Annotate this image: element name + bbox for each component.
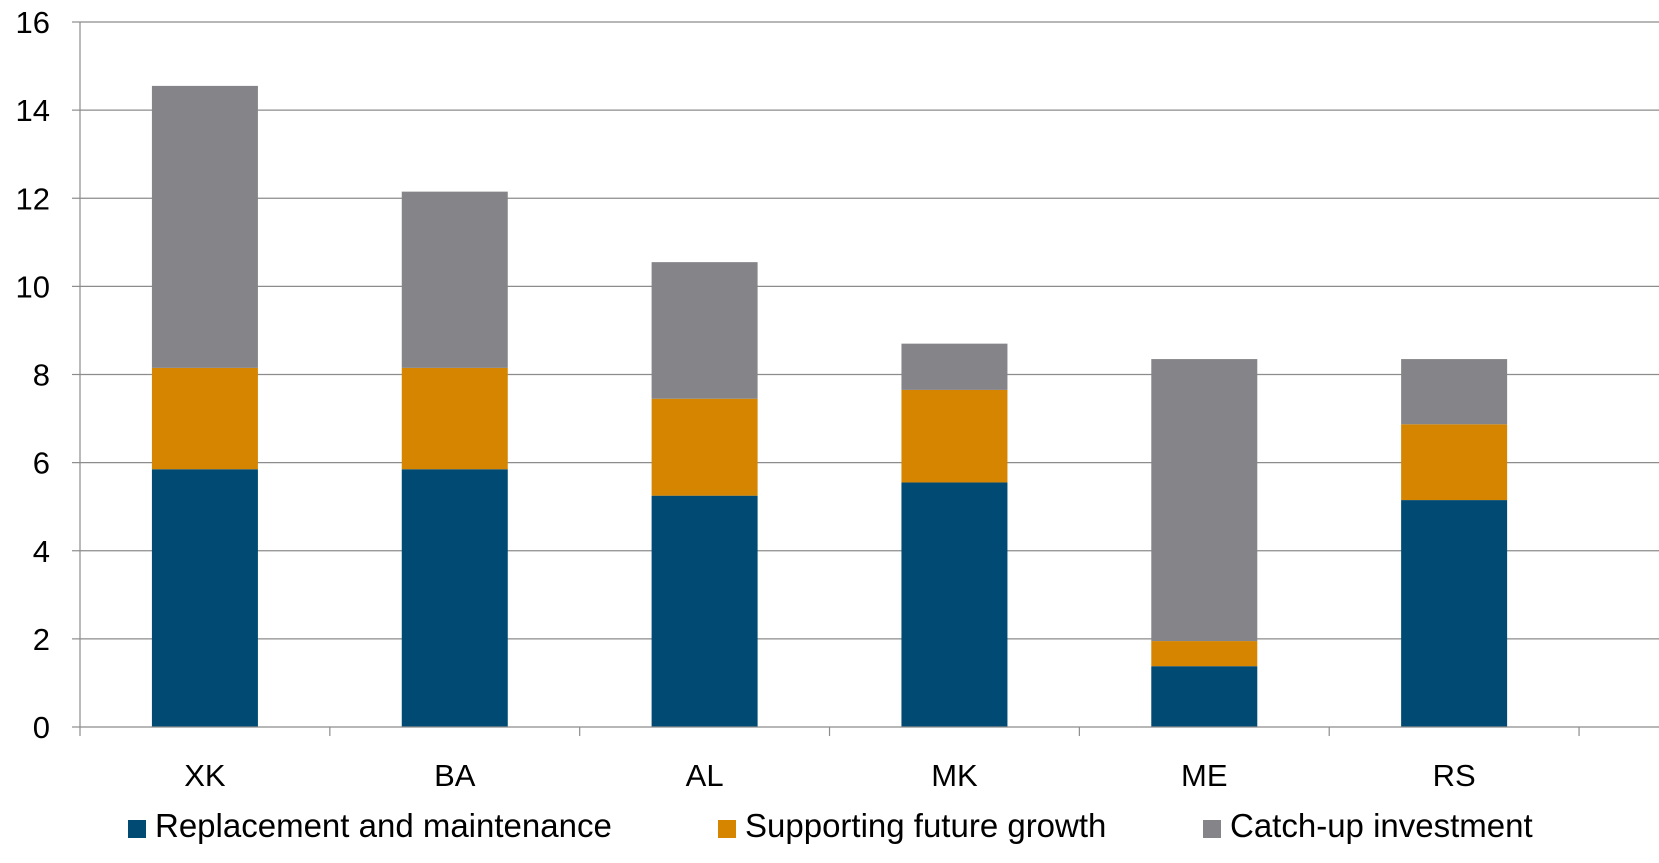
bar-mk-catch-up-investment	[901, 343, 1008, 390]
bar-al-supporting-future-growth	[651, 398, 758, 496]
bar-me-supporting-future-growth	[1151, 641, 1258, 667]
bar-xk-catch-up-investment	[151, 85, 258, 368]
y-tick-label: 2	[33, 622, 50, 657]
bar-rs-catch-up-investment	[1401, 359, 1508, 425]
bar-al-catch-up-investment	[651, 262, 758, 399]
bar-ba-supporting-future-growth	[401, 367, 508, 470]
bar-rs-supporting-future-growth	[1401, 424, 1508, 501]
y-tick-label: 10	[16, 269, 50, 304]
y-tick-label: 0	[33, 710, 50, 745]
bar-me-replacement-and-maintenance	[1151, 666, 1258, 727]
bar-xk-replacement-and-maintenance	[151, 469, 258, 727]
x-tick-label: XK	[184, 758, 226, 793]
legend-label: Supporting future growth	[745, 807, 1106, 844]
bar-ba-catch-up-investment	[401, 191, 508, 368]
y-tick-label: 4	[33, 534, 50, 569]
x-tick-label: MK	[931, 758, 978, 793]
x-tick-label: RS	[1433, 758, 1476, 793]
y-tick-label: 16	[16, 5, 50, 40]
bar-ba-replacement-and-maintenance	[401, 469, 508, 727]
legend-swatch	[128, 820, 146, 838]
x-tick-label: ME	[1181, 758, 1228, 793]
legend-swatch	[718, 820, 736, 838]
y-tick-label: 14	[16, 93, 50, 128]
gridlines	[80, 21, 1659, 640]
y-tick-label: 12	[16, 181, 50, 216]
legend-label: Catch-up investment	[1230, 807, 1533, 844]
legend-swatch	[1203, 820, 1221, 838]
bar-mk-supporting-future-growth	[901, 389, 1008, 483]
bar-al-replacement-and-maintenance	[651, 495, 758, 727]
bar-mk-replacement-and-maintenance	[901, 482, 1008, 727]
x-tick-label: AL	[686, 758, 724, 793]
x-tick-label: BA	[434, 758, 476, 793]
legend-label: Replacement and maintenance	[155, 807, 612, 844]
bars	[151, 85, 1508, 727]
bar-xk-supporting-future-growth	[151, 367, 258, 470]
bar-rs-replacement-and-maintenance	[1401, 500, 1508, 727]
bar-me-catch-up-investment	[1151, 359, 1258, 642]
axes: 0 2 4 6 8 10 12 14 16 XK BA AL MK ME RS	[16, 5, 1659, 793]
legend: Replacement and maintenance Supporting fu…	[128, 807, 1533, 844]
y-tick-label: 6	[33, 446, 50, 481]
y-tick-label: 8	[33, 358, 50, 393]
